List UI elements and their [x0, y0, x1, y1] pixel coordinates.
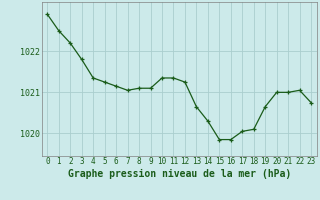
X-axis label: Graphe pression niveau de la mer (hPa): Graphe pression niveau de la mer (hPa) — [68, 169, 291, 179]
